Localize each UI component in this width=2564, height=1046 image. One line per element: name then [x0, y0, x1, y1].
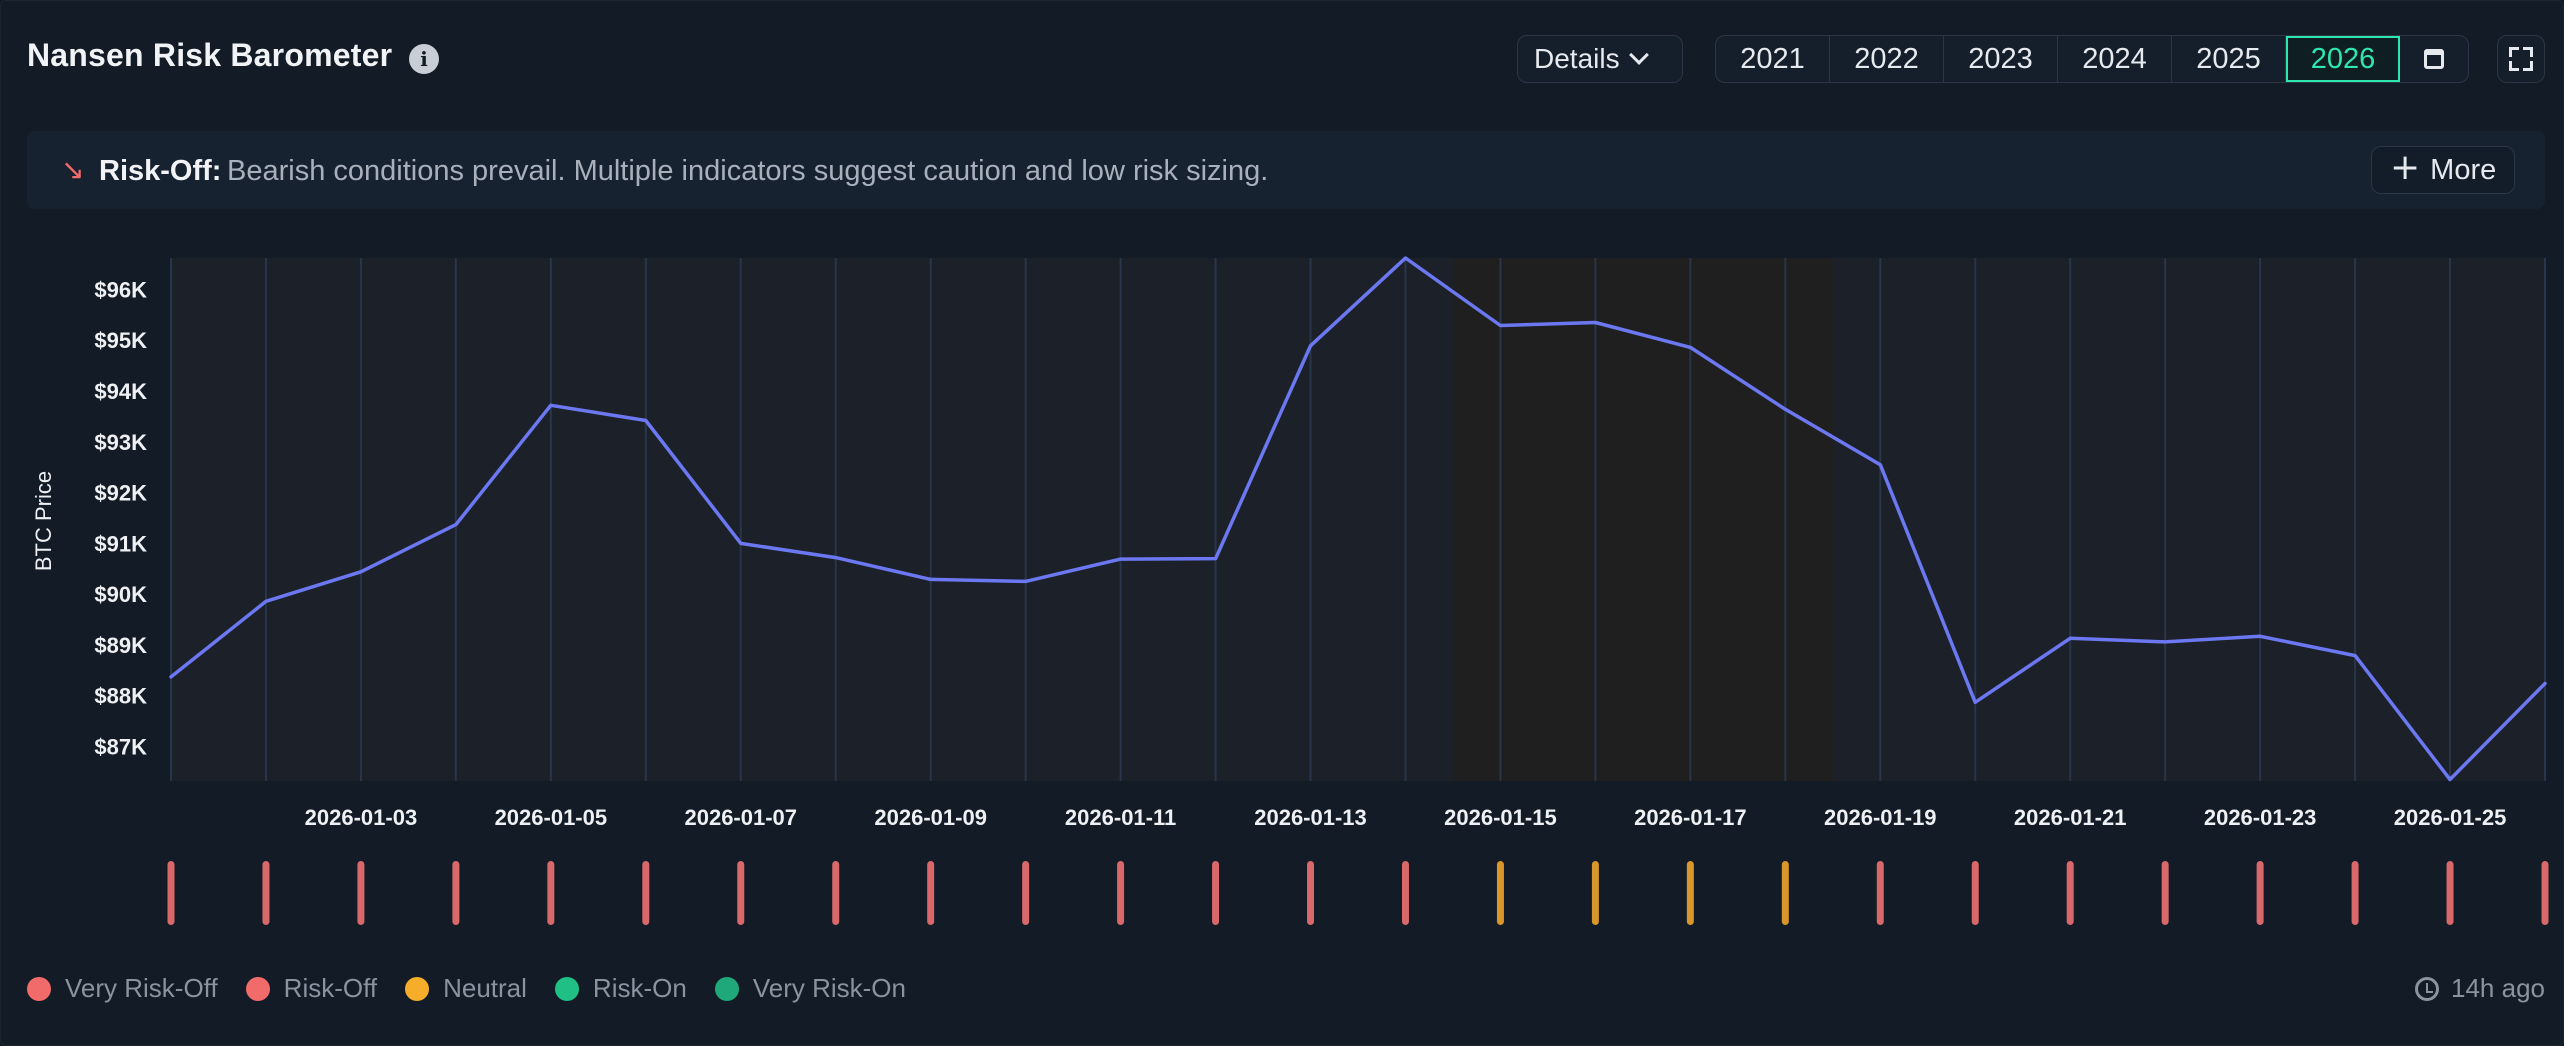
y-tick-label: $94K	[94, 379, 147, 404]
y-tick-label: $95K	[94, 328, 147, 353]
y-tick-label: $90K	[94, 582, 147, 607]
y-tick-label: $92K	[94, 481, 147, 506]
regime-bar-neutral	[1591, 861, 1599, 925]
regime-bar-risk-off	[2161, 861, 2169, 925]
calendar-icon	[2424, 49, 2444, 69]
legend: Very Risk-Off Risk-Off Neutral Risk-On V…	[27, 973, 934, 1004]
y-tick-label: $96K	[94, 277, 147, 302]
regime-bar-risk-off	[832, 861, 840, 925]
year-button-2022[interactable]: 2022	[1830, 36, 1944, 82]
regime-bar-risk-off	[452, 861, 460, 925]
legend-label: Very Risk-Off	[65, 973, 218, 1003]
x-tick-label: 2026-01-21	[2014, 805, 2127, 830]
regime-bar-risk-off	[1022, 861, 1030, 925]
fullscreen-button[interactable]	[2497, 35, 2545, 83]
btc-price-chart[interactable]: $87K $88K $89K $90K $91K $92K $93K $94K $95K $96K…	[1, 241, 2564, 941]
regime-bar-risk-off	[357, 861, 365, 925]
x-tick-label: 2026-01-05	[495, 805, 608, 830]
legend-dot	[245, 976, 270, 1001]
regime-bar-risk-off	[1117, 861, 1125, 925]
regime-bar-risk-off	[2066, 861, 2074, 925]
calendar-button[interactable]	[2400, 36, 2468, 82]
regime-bar-risk-off	[262, 861, 270, 925]
regime-bar-risk-off	[1876, 861, 1884, 925]
last-updated: 14h ago	[2415, 973, 2545, 1004]
x-tick-label: 2026-01-09	[874, 805, 987, 830]
regime-bar-risk-off	[737, 861, 745, 925]
regime-bar-risk-off	[1307, 861, 1315, 925]
regime-bar-risk-off	[1212, 861, 1220, 925]
x-tick-label: 2026-01-15	[1444, 805, 1557, 830]
legend-label: Neutral	[443, 973, 527, 1003]
x-tick-label: 2026-01-07	[684, 805, 797, 830]
year-selector: 2021 2022 2023 2024 2025 2026	[1715, 35, 2469, 83]
regime-bar-risk-off	[2256, 861, 2264, 925]
neutral-period-shade	[1452, 258, 1833, 781]
regime-banner: ↘ Risk-Off: Bearish conditions prevail. …	[27, 131, 2545, 209]
year-button-2023[interactable]: 2023	[1944, 36, 2058, 82]
plus-icon: +	[2390, 147, 2421, 188]
regime-bar-risk-off	[642, 861, 650, 925]
legend-label: Risk-Off	[283, 973, 378, 1003]
legend-dot	[554, 976, 579, 1001]
year-button-2024[interactable]: 2024	[2058, 36, 2172, 82]
legend-item-very-risk-on[interactable]: Very Risk-On	[714, 973, 906, 1004]
details-label: Details	[1534, 43, 1620, 74]
regime-bar-risk-off	[927, 861, 935, 925]
y-axis-label: BTC Price	[31, 471, 56, 571]
x-tick-label: 2026-01-25	[2394, 805, 2507, 830]
legend-label: Very Risk-On	[752, 973, 906, 1003]
regime-bar-risk-off	[167, 861, 175, 925]
updated-text: 14h ago	[2451, 973, 2545, 1003]
legend-item-neutral[interactable]: Neutral	[405, 973, 527, 1004]
year-button-2025[interactable]: 2025	[2172, 36, 2286, 82]
regime-bar-risk-off	[547, 861, 555, 925]
history-icon	[2415, 976, 2440, 1001]
legend-item-risk-off[interactable]: Risk-Off	[245, 973, 378, 1004]
regime-bar-risk-off	[2541, 861, 2549, 925]
more-label: More	[2430, 153, 2497, 186]
plot-background	[171, 258, 2545, 781]
y-tick-label: $93K	[94, 430, 147, 455]
x-tick-label: 2026-01-17	[1634, 805, 1747, 830]
btc-price-line	[169, 256, 2547, 782]
y-tick-label: $91K	[94, 531, 147, 556]
regime-bar-risk-off	[1971, 861, 1979, 925]
trend-down-icon: ↘	[61, 153, 85, 186]
legend-dot	[714, 976, 739, 1001]
year-button-2021[interactable]: 2021	[1716, 36, 1830, 82]
chevron-down-icon	[1628, 45, 1649, 65]
regime-bar-risk-off	[2351, 861, 2359, 925]
regime-status-label: Risk-Off:	[99, 155, 222, 187]
legend-dot	[405, 976, 430, 1001]
legend-item-very-risk-off[interactable]: Very Risk-Off	[27, 973, 218, 1004]
more-button[interactable]: + More	[2371, 146, 2515, 194]
regime-bar-risk-off	[2446, 861, 2454, 925]
details-dropdown[interactable]: Details	[1517, 35, 1683, 83]
legend-item-risk-on[interactable]: Risk-On	[554, 973, 687, 1004]
regime-bar-neutral	[1781, 861, 1789, 925]
x-tick-label: 2026-01-19	[1824, 805, 1937, 830]
y-tick-label: $89K	[94, 633, 147, 658]
page-title: Nansen Risk Barometer	[27, 37, 393, 73]
regime-bar-neutral	[1496, 861, 1504, 925]
x-tick-label: 2026-01-03	[305, 805, 418, 830]
x-tick-label: 2026-01-11	[1065, 805, 1176, 830]
regime-message: Bearish conditions prevail. Multiple ind…	[227, 155, 1269, 187]
legend-label: Risk-On	[592, 973, 687, 1003]
year-button-2026[interactable]: 2026	[2286, 36, 2400, 82]
x-tick-label: 2026-01-13	[1254, 805, 1367, 830]
info-icon[interactable]: i	[409, 44, 439, 74]
regime-bar-neutral	[1686, 861, 1694, 925]
y-tick-label: $88K	[94, 684, 147, 709]
regime-bar-risk-off	[1401, 861, 1409, 925]
legend-dot	[27, 976, 51, 1001]
y-tick-label: $87K	[94, 734, 147, 759]
x-tick-label: 2026-01-23	[2204, 805, 2317, 830]
